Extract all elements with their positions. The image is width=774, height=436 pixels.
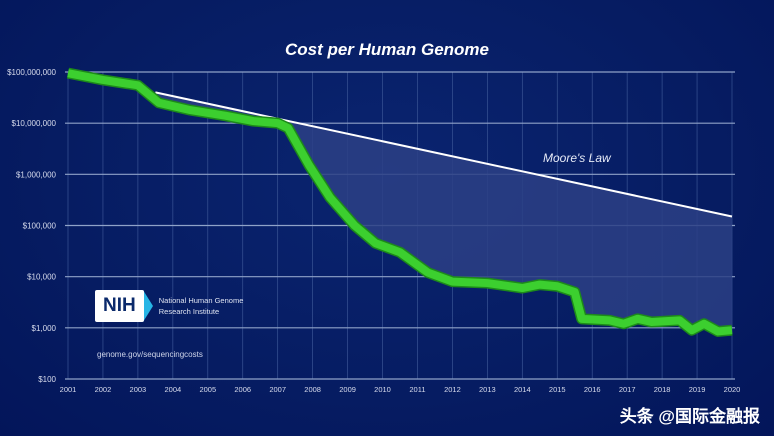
x-tick-label: 2018: [654, 385, 671, 394]
y-tick-label: $10,000: [27, 273, 56, 282]
x-tick-label: 2010: [374, 385, 391, 394]
x-tick-label: 2016: [584, 385, 601, 394]
x-tick-label: 2002: [95, 385, 112, 394]
y-tick-label: $1,000,000: [16, 170, 57, 179]
moores-law-line: [155, 91, 733, 218]
source-url: genome.gov/sequencingcosts: [97, 350, 203, 359]
gap-area: [155, 92, 733, 332]
y-tick-label: $10,000,000: [12, 119, 57, 128]
nih-logo: NIH National Human Genome Research Insti…: [95, 290, 243, 322]
x-tick-label: 2019: [689, 385, 706, 394]
org-line2: Research Institute: [158, 307, 220, 316]
chart-title: Cost per Human Genome: [284, 40, 490, 59]
x-tick-label: 2009: [339, 385, 356, 394]
x-tick-label: 2005: [199, 385, 216, 394]
x-tick-label: 2001: [60, 385, 77, 394]
moores-law-label: Moore's Law: [543, 151, 611, 165]
x-tick-label: 2013: [479, 385, 496, 394]
y-tick-label: $1,000: [32, 324, 57, 333]
x-tick-label: 2011: [409, 385, 425, 394]
y-tick-label: $100,000,000: [7, 68, 56, 77]
y-tick-label: $100: [38, 375, 56, 384]
x-tick-label: 2014: [514, 385, 531, 394]
x-tick-label: 2012: [444, 385, 461, 394]
x-tick-label: 2006: [234, 385, 251, 394]
nih-org-name: National Human Genome Research Institute: [159, 295, 244, 317]
org-line1: National Human Genome: [158, 296, 244, 305]
x-tick-label: 2020: [724, 385, 741, 394]
x-tick-label: 2007: [269, 385, 286, 394]
nih-logo-box: NIH: [95, 290, 144, 322]
x-tick-label: 2017: [619, 385, 636, 394]
x-tick-label: 2008: [304, 385, 321, 394]
nih-chevron-icon: [142, 290, 153, 322]
x-tick-label: 2004: [164, 385, 181, 394]
x-tick-label: 2003: [130, 385, 147, 394]
y-tick-label: $100,000: [23, 222, 57, 231]
watermark: 头条 @国际金融报: [619, 407, 760, 426]
x-tick-label: 2015: [549, 385, 566, 394]
